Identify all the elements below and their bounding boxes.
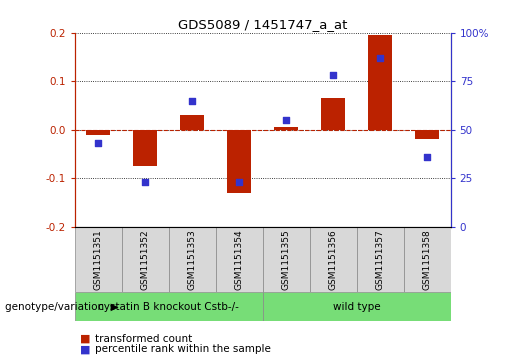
Text: GSM1151351: GSM1151351 bbox=[94, 229, 102, 290]
Bar bbox=[133, 130, 157, 166]
Text: GSM1151358: GSM1151358 bbox=[423, 229, 432, 290]
Bar bbox=[263, 227, 310, 292]
Text: genotype/variation  ▶: genotype/variation ▶ bbox=[5, 302, 119, 312]
Point bbox=[329, 73, 337, 78]
Point bbox=[235, 179, 243, 185]
Text: ■: ■ bbox=[80, 334, 90, 344]
Text: GSM1151356: GSM1151356 bbox=[329, 229, 338, 290]
Text: GSM1151353: GSM1151353 bbox=[187, 229, 197, 290]
Bar bbox=[368, 35, 392, 130]
Point bbox=[94, 140, 102, 146]
Bar bbox=[356, 227, 404, 292]
Point bbox=[188, 98, 196, 103]
Bar bbox=[274, 127, 298, 130]
Point bbox=[423, 154, 431, 160]
Bar bbox=[168, 227, 216, 292]
Text: transformed count: transformed count bbox=[95, 334, 193, 344]
Text: ■: ■ bbox=[80, 344, 90, 354]
Text: GSM1151354: GSM1151354 bbox=[235, 229, 244, 290]
Text: GSM1151355: GSM1151355 bbox=[282, 229, 290, 290]
Bar bbox=[75, 292, 263, 321]
Text: GSM1151352: GSM1151352 bbox=[141, 229, 150, 290]
Bar bbox=[87, 130, 110, 135]
Point bbox=[282, 117, 290, 123]
Bar bbox=[122, 227, 168, 292]
Bar bbox=[180, 115, 204, 130]
Bar bbox=[321, 98, 345, 130]
Bar bbox=[416, 130, 439, 139]
Point bbox=[141, 179, 149, 185]
Bar bbox=[404, 227, 451, 292]
Bar bbox=[310, 227, 356, 292]
Title: GDS5089 / 1451747_a_at: GDS5089 / 1451747_a_at bbox=[178, 19, 347, 32]
Text: wild type: wild type bbox=[333, 302, 381, 312]
Bar bbox=[228, 130, 251, 193]
Bar bbox=[216, 227, 263, 292]
Bar bbox=[263, 292, 451, 321]
Text: cystatin B knockout Cstb-/-: cystatin B knockout Cstb-/- bbox=[98, 302, 239, 312]
Text: percentile rank within the sample: percentile rank within the sample bbox=[95, 344, 271, 354]
Bar bbox=[75, 227, 122, 292]
Point bbox=[376, 55, 384, 61]
Text: GSM1151357: GSM1151357 bbox=[375, 229, 385, 290]
